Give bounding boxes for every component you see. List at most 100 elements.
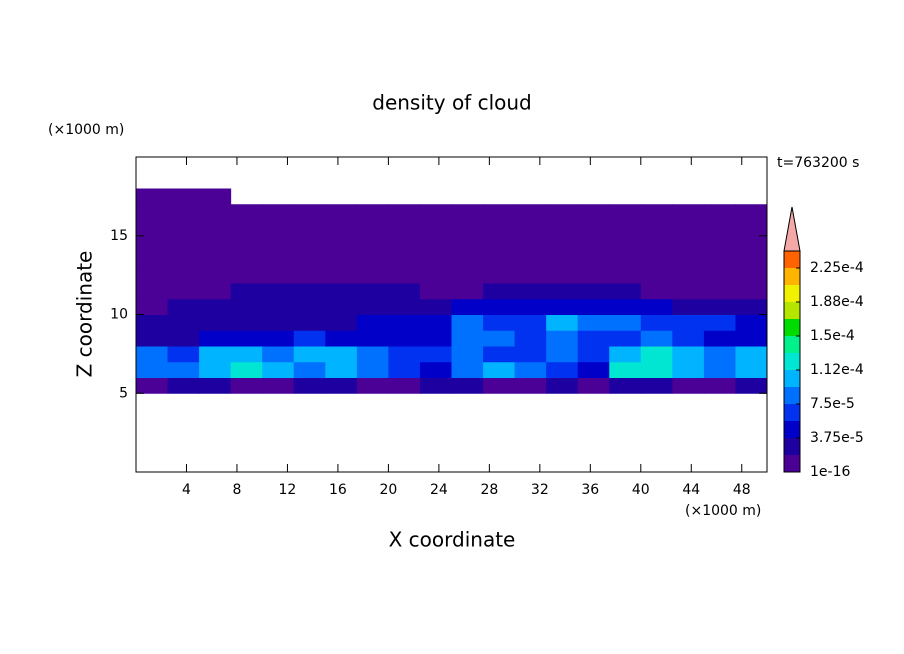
colorbar-tick-label: 1.12e-4 <box>810 362 864 378</box>
contour-cell <box>199 188 232 205</box>
x-tick-label: 12 <box>279 482 297 498</box>
contour-cell <box>293 220 326 237</box>
contour-cell <box>735 220 768 237</box>
contour-cell <box>672 314 705 331</box>
contour-cell <box>262 330 295 347</box>
contour-cell <box>325 330 358 347</box>
colorbar-segment <box>784 251 800 268</box>
contour-cell <box>703 314 736 331</box>
contour-cell <box>356 346 389 363</box>
colorbar-segment <box>784 353 800 370</box>
contour-cell <box>672 377 705 394</box>
x-tick-label: 44 <box>682 482 700 498</box>
contour-cell <box>356 251 389 268</box>
contour-cell <box>735 346 768 363</box>
contour-cell <box>325 267 358 284</box>
contour-cell <box>703 251 736 268</box>
contour-cell <box>672 267 705 284</box>
contour-cell <box>388 377 421 394</box>
contour-cell <box>230 314 263 331</box>
contour-cell <box>546 361 579 378</box>
contour-cell <box>356 220 389 237</box>
colorbar-tick-label: 3.75e-5 <box>810 430 864 446</box>
contour-cell <box>703 330 736 347</box>
contour-cell <box>136 283 169 300</box>
contour-cell <box>703 377 736 394</box>
contour-cell <box>735 298 768 315</box>
contour-cell <box>262 377 295 394</box>
x-tick-label: 16 <box>329 482 347 498</box>
contour-cell <box>577 346 610 363</box>
contour-cell <box>136 204 169 221</box>
contour-cell <box>356 267 389 284</box>
contour-cell <box>451 330 484 347</box>
contour-cell <box>672 298 705 315</box>
contour-cell <box>640 298 673 315</box>
contour-cell <box>514 235 547 252</box>
contour-cell <box>609 283 642 300</box>
contour-cell <box>388 298 421 315</box>
contour-cell <box>356 314 389 331</box>
contour-cell <box>735 251 768 268</box>
contour-cell <box>293 298 326 315</box>
contour-cell <box>640 220 673 237</box>
contour-cell <box>546 251 579 268</box>
contour-cell <box>419 330 452 347</box>
contour-cell <box>388 283 421 300</box>
contour-cell <box>293 330 326 347</box>
contour-cell <box>419 346 452 363</box>
contour-cell <box>199 314 232 331</box>
colorbar-extend <box>783 206 801 252</box>
contour-cell <box>356 283 389 300</box>
colorbar-tick-label: 1.5e-4 <box>810 328 855 344</box>
contour-cell <box>609 314 642 331</box>
contour-cell <box>293 283 326 300</box>
contour-cell <box>230 330 263 347</box>
contour-cell <box>703 298 736 315</box>
contour-cell <box>136 220 169 237</box>
contour-cell <box>136 251 169 268</box>
contour-cell <box>230 346 263 363</box>
contour-cell <box>230 235 263 252</box>
colorbar-segment <box>784 370 800 387</box>
contour-cell <box>672 220 705 237</box>
contour-cell <box>325 204 358 221</box>
colorbar-segment <box>784 319 800 336</box>
contour-cell <box>514 204 547 221</box>
y-tick-label: 10 <box>110 307 128 323</box>
contour-cell <box>514 346 547 363</box>
contour-cell <box>577 361 610 378</box>
contour-cell <box>546 220 579 237</box>
contour-cell <box>483 267 516 284</box>
contour-cell <box>546 204 579 221</box>
contour-cell <box>388 251 421 268</box>
contour-cell <box>293 204 326 221</box>
contour-cell <box>199 267 232 284</box>
contour-cell <box>546 346 579 363</box>
y-tick-label: 5 <box>119 385 128 401</box>
contour-cell <box>703 204 736 221</box>
contour-cell <box>546 235 579 252</box>
x-tick-label: 36 <box>581 482 599 498</box>
contour-cell <box>514 267 547 284</box>
contour-cell <box>577 235 610 252</box>
contour-cell <box>609 330 642 347</box>
colorbar-segment <box>784 421 800 438</box>
contour-cell <box>483 220 516 237</box>
contour-cell <box>577 330 610 347</box>
colorbar-segment <box>784 404 800 421</box>
contour-cell <box>640 330 673 347</box>
contour-cell <box>356 298 389 315</box>
contour-cell <box>703 267 736 284</box>
contour-cell <box>199 377 232 394</box>
contour-cell <box>546 330 579 347</box>
y-unit: (×1000 m) <box>48 122 124 138</box>
contour-cell <box>136 361 169 378</box>
contour-cell <box>136 235 169 252</box>
contour-cell <box>483 314 516 331</box>
contour-cell <box>640 361 673 378</box>
contour-cell <box>293 377 326 394</box>
contour-cell <box>262 267 295 284</box>
contour-cell <box>167 314 200 331</box>
time-annotation: t=763200 s <box>777 155 859 171</box>
